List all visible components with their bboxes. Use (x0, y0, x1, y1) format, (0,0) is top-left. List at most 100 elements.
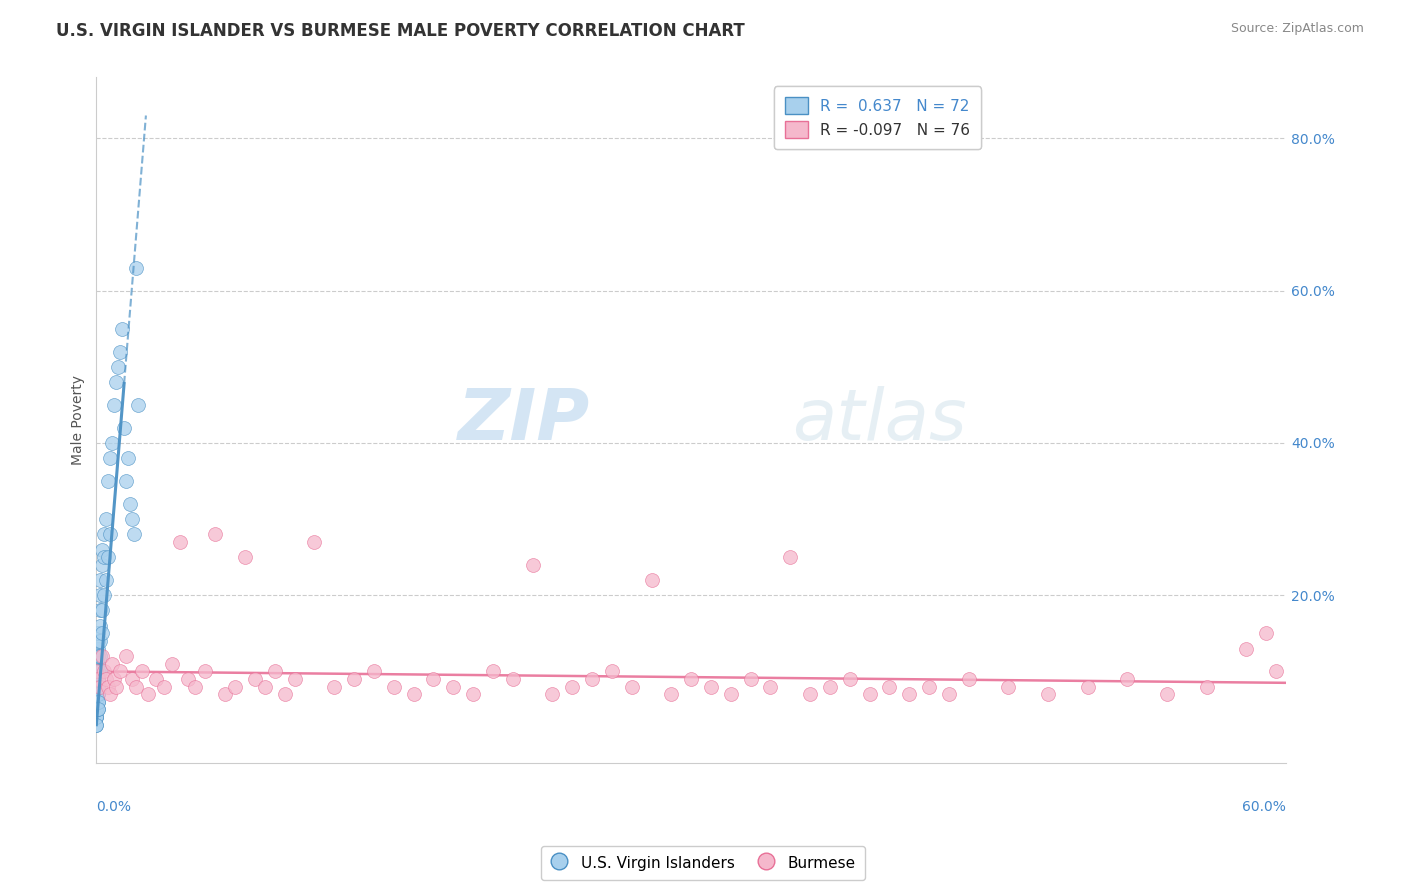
Point (93, 527, 115, 541)
Point (184, 680, 207, 694)
Point (759, 680, 782, 694)
Point (541, 687, 564, 701)
Point (101, 436, 124, 450)
Point (600, 665, 623, 679)
Point (87, 657, 110, 671)
Point (86, 702, 108, 716)
Point (243, 672, 266, 686)
Point (103, 672, 125, 686)
Point (105, 680, 128, 694)
Point (87, 649, 110, 664)
Point (86, 717, 108, 731)
Point (91, 603, 114, 617)
Point (957, 672, 980, 686)
Point (1156, 687, 1178, 701)
Point (91, 649, 114, 664)
Point (422, 672, 444, 686)
Point (96, 573, 118, 587)
Point (87, 641, 110, 656)
Point (97, 474, 120, 488)
Point (152, 680, 174, 694)
Point (87, 672, 110, 686)
Point (86, 717, 108, 731)
Point (111, 322, 134, 336)
Point (879, 680, 901, 694)
Point (93, 665, 115, 679)
Point (620, 680, 643, 694)
Point (87, 672, 110, 686)
Point (898, 687, 921, 701)
Text: 0.0%: 0.0% (97, 800, 131, 814)
Point (97, 550, 120, 565)
Point (284, 672, 307, 686)
Text: 60.0%: 60.0% (1241, 800, 1286, 814)
Point (779, 550, 801, 565)
Point (87, 626, 110, 640)
Point (522, 558, 544, 572)
Point (859, 687, 882, 701)
Point (127, 398, 149, 412)
Text: ZIP: ZIP (458, 385, 591, 455)
Point (502, 672, 524, 686)
Point (461, 687, 484, 701)
Point (1195, 680, 1218, 694)
Point (1265, 665, 1288, 679)
Point (86, 710, 108, 724)
Point (101, 657, 124, 671)
Point (108, 665, 131, 679)
Point (87, 665, 110, 679)
Point (91, 542, 114, 557)
Point (1036, 687, 1059, 701)
Point (263, 665, 285, 679)
Point (818, 680, 841, 694)
Point (86, 710, 108, 724)
Point (86, 710, 108, 724)
Point (89, 665, 111, 679)
Point (700, 680, 723, 694)
Point (304, 535, 326, 549)
Point (86, 702, 108, 716)
Point (1116, 672, 1139, 686)
Point (87, 672, 110, 686)
Point (253, 680, 276, 694)
Point (122, 527, 145, 541)
Point (115, 474, 138, 488)
Point (918, 680, 941, 694)
Point (89, 634, 111, 648)
Text: atlas: atlas (793, 385, 967, 455)
Point (89, 618, 111, 632)
Point (681, 672, 703, 686)
Point (659, 687, 682, 701)
Point (89, 573, 111, 587)
Point (87, 695, 110, 709)
Legend: R =  0.637   N = 72, R = -0.097   N = 76: R = 0.637 N = 72, R = -0.097 N = 76 (775, 87, 981, 149)
Point (86, 665, 108, 679)
Point (997, 680, 1019, 694)
Point (145, 672, 167, 686)
Point (640, 573, 662, 587)
Point (86, 687, 108, 701)
Point (93, 588, 115, 602)
Point (194, 665, 217, 679)
Point (382, 680, 405, 694)
Point (224, 680, 246, 694)
Point (89, 588, 111, 602)
Point (112, 421, 135, 435)
Point (86, 687, 108, 701)
Point (91, 558, 114, 572)
Point (343, 672, 366, 686)
Point (89, 603, 111, 617)
Text: Source: ZipAtlas.com: Source: ZipAtlas.com (1230, 22, 1364, 36)
Point (87, 680, 110, 694)
Point (274, 687, 297, 701)
Point (131, 665, 153, 679)
Point (120, 497, 142, 511)
Point (581, 672, 603, 686)
Point (86, 695, 108, 709)
Point (121, 672, 143, 686)
Point (93, 550, 115, 565)
Point (107, 359, 129, 374)
Point (86, 695, 108, 709)
Point (176, 672, 198, 686)
Point (561, 680, 583, 694)
